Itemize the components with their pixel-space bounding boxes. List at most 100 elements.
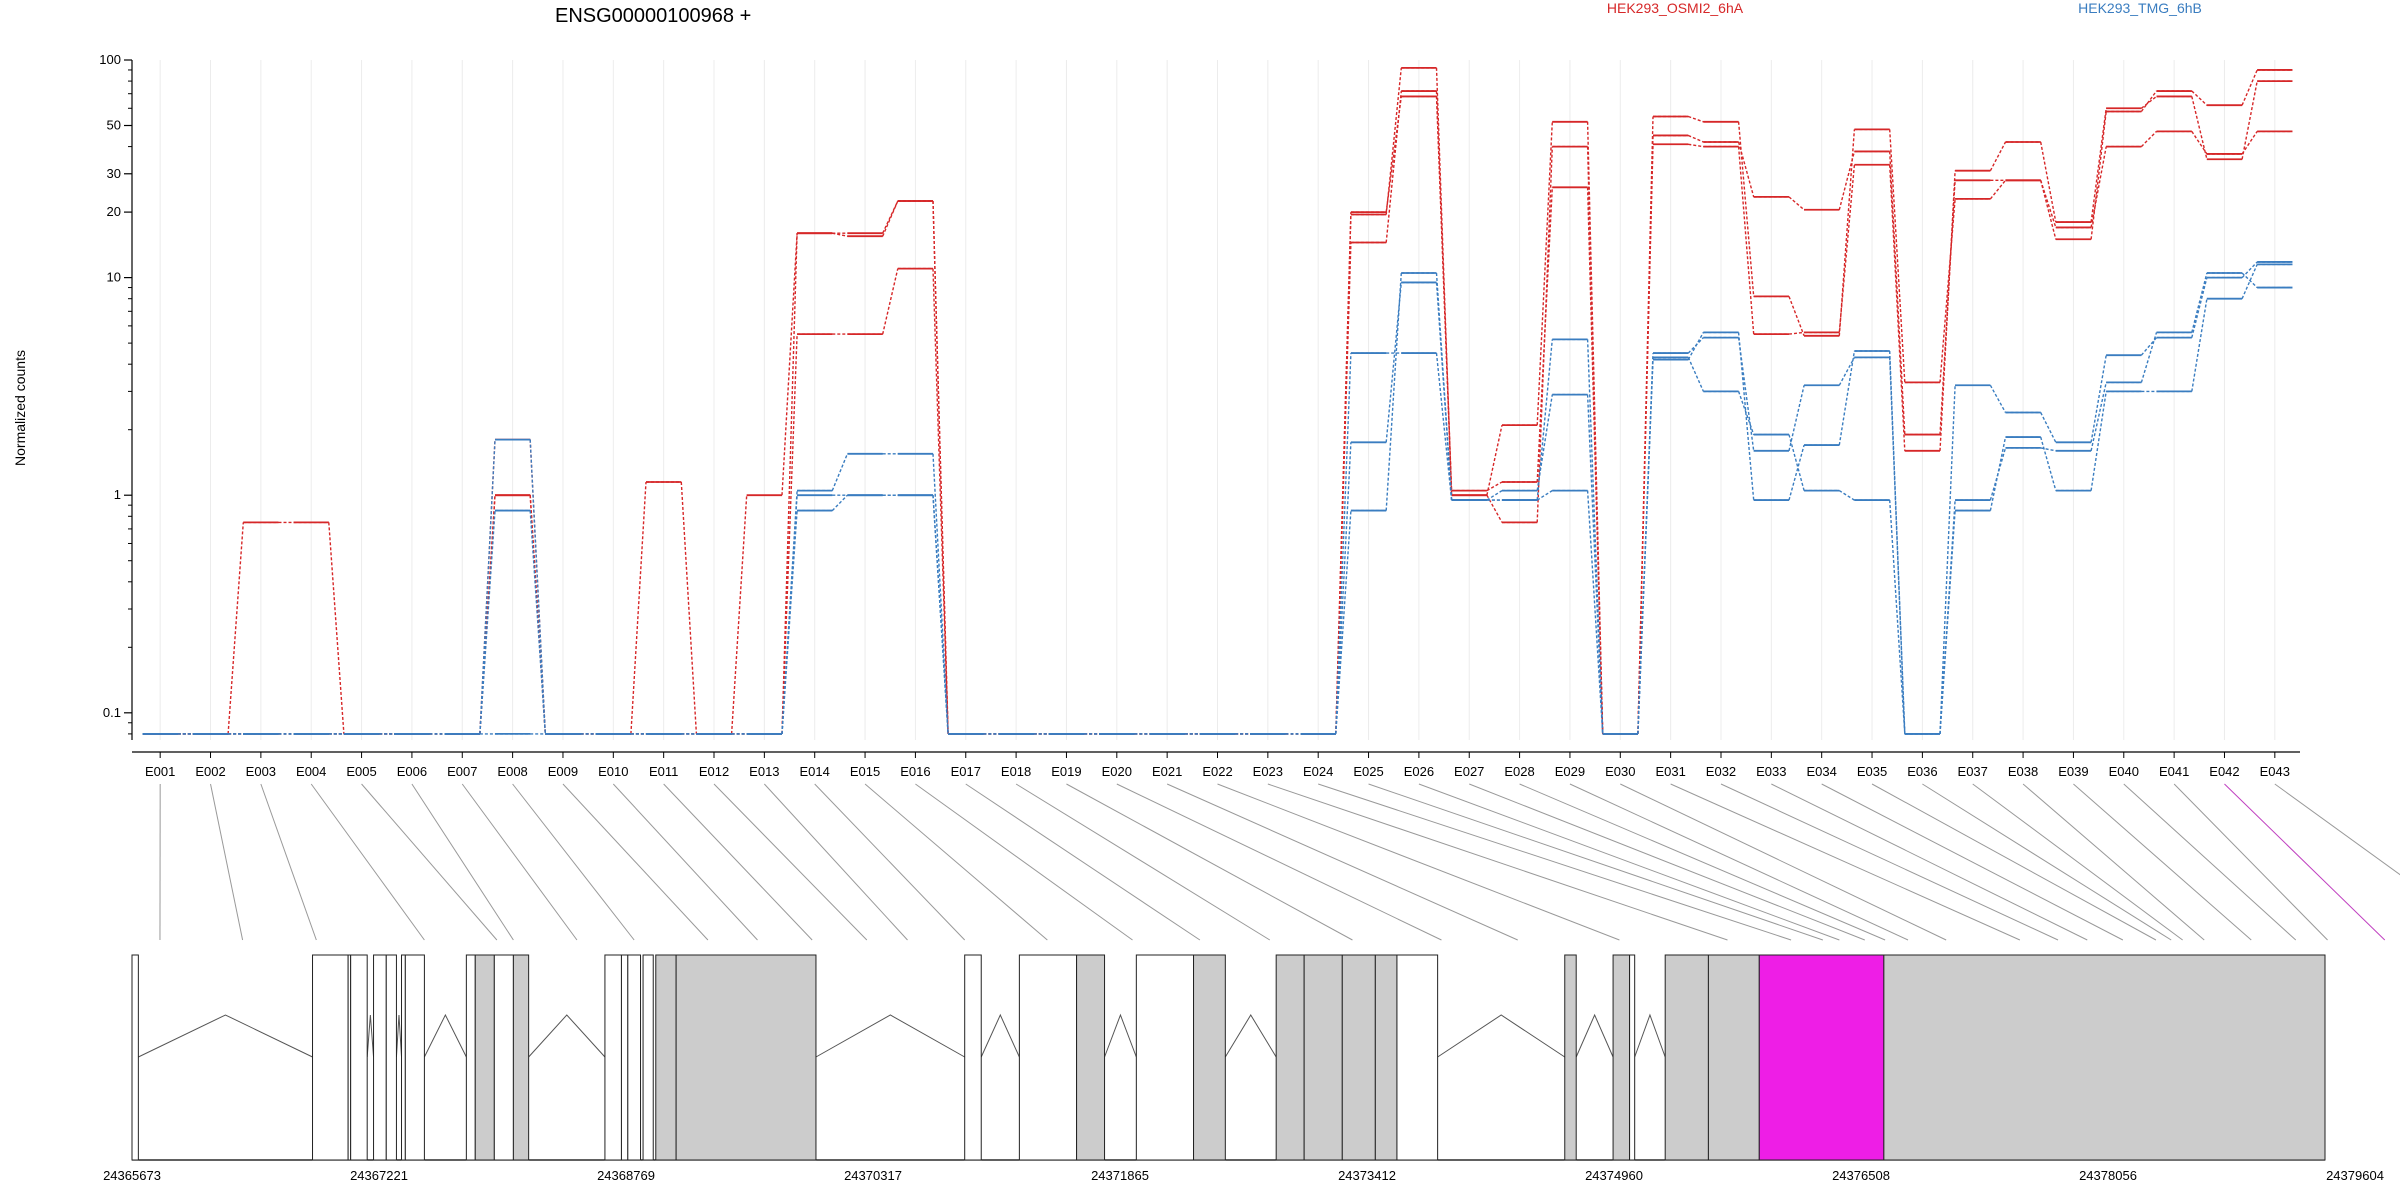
exon-block	[655, 954, 677, 1161]
exon-label: E041	[2159, 764, 2189, 779]
exon-label: E030	[1605, 764, 1635, 779]
exon-connector	[1569, 783, 1909, 941]
chart-title: ENSG00000100968 +	[555, 5, 751, 27]
exon-label: E022	[1202, 764, 1232, 779]
exon-block	[604, 954, 622, 1161]
exon-block	[1883, 954, 2326, 1161]
exon-connector	[2123, 783, 2297, 941]
exon-block	[964, 954, 982, 1161]
exon-block	[1629, 954, 1636, 1161]
intron-line	[815, 1014, 965, 1058]
coordinate-label: 24370317	[844, 1168, 902, 1183]
coordinate-label: 24373412	[1338, 1168, 1396, 1183]
exon-connector	[763, 783, 908, 941]
exon-block	[404, 954, 425, 1161]
exon-label: E032	[1706, 764, 1736, 779]
exon-connector	[2224, 783, 2386, 941]
y-tick-label: 50	[107, 118, 121, 133]
exon-label: E004	[296, 764, 326, 779]
exon-connector	[965, 783, 1201, 941]
exon-block	[1303, 954, 1343, 1161]
plot-gridlines	[159, 60, 2276, 740]
exon-block	[1564, 954, 1577, 1161]
exon-connector	[1720, 783, 2059, 941]
exon-connector	[1318, 783, 1792, 941]
exon-label: E037	[1958, 764, 1988, 779]
exon-connector	[915, 783, 1133, 941]
exon-label: E012	[699, 764, 729, 779]
exon-connector	[260, 783, 317, 941]
coordinate-label: 24365673	[103, 1168, 161, 1183]
exon-block	[465, 954, 476, 1161]
exon-connector	[1972, 783, 2183, 941]
intron-line	[980, 1013, 1020, 1058]
exon-connector	[2073, 783, 2252, 941]
y-axis-label: Normalized counts	[12, 350, 28, 466]
y-tick-label: 100	[99, 52, 121, 67]
exon-label: E036	[1907, 764, 1937, 779]
exon-block	[350, 954, 368, 1161]
exon-label: E008	[497, 764, 527, 779]
exon-block	[474, 954, 495, 1161]
exon-label: E010	[598, 764, 628, 779]
exon-block	[1758, 954, 1885, 1161]
exon-label: E027	[1454, 764, 1484, 779]
exon-label: E040	[2109, 764, 2139, 779]
exon-label: E007	[447, 764, 477, 779]
exon-connector	[411, 783, 514, 941]
y-tick-label: 30	[107, 166, 121, 181]
coordinate-label: 24368769	[597, 1168, 655, 1183]
exon-block	[1275, 954, 1305, 1161]
exon-block	[131, 954, 139, 1161]
exon-label: E016	[900, 764, 930, 779]
coordinate-label: 24378056	[2079, 1168, 2137, 1183]
exon-label: E014	[800, 764, 830, 779]
exon-connector	[2274, 783, 2400, 876]
exon-block	[1664, 954, 1709, 1161]
legend-entry-tmg: HEK293_TMG_6hB	[2078, 0, 2202, 16]
exon-connector	[713, 783, 868, 941]
exon-connector	[1871, 783, 2157, 941]
intron-line	[366, 1014, 375, 1058]
legend-entry-osmi2: HEK293_OSMI2_6hA	[1607, 0, 1744, 16]
exon-connector	[1771, 783, 2088, 941]
plot-axes: 0.1 1 10 20 30 50 100	[99, 52, 2300, 753]
intron-line	[138, 1014, 313, 1058]
exon-connector	[612, 783, 758, 941]
exon-connector	[1821, 783, 2124, 941]
exon-connector	[1166, 783, 1518, 941]
exon-connector	[562, 783, 709, 941]
exon-label: E038	[2008, 764, 2038, 779]
exon-label: E013	[749, 764, 779, 779]
exon-connector	[1217, 783, 1620, 941]
intron-line	[1104, 1013, 1137, 1058]
coordinate-label: 24379604	[2326, 1168, 2384, 1183]
exon-block	[1193, 954, 1226, 1161]
exon-connector	[1670, 783, 2021, 941]
intron-line	[1437, 1014, 1566, 1058]
exon-block	[1707, 954, 1760, 1161]
exon-connector	[1015, 783, 1271, 941]
exon-label: E001	[145, 764, 175, 779]
exon-label: E021	[1152, 764, 1182, 779]
exon-label: E035	[1857, 764, 1887, 779]
exon-connector	[1368, 783, 1823, 941]
exon-label: E039	[2058, 764, 2088, 779]
exon-connector	[1469, 783, 1865, 941]
coordinate-label: 24376508	[1832, 1168, 1890, 1183]
exon-connector	[361, 783, 498, 941]
exon-connector	[1519, 783, 1886, 941]
exon-connector	[1267, 783, 1728, 941]
genomic-coordinates: 24365673 24367221 24368769 24370317 24371865…	[103, 1168, 2384, 1183]
exon-label: E023	[1253, 764, 1283, 779]
exon-block	[1135, 954, 1195, 1161]
series-lines	[142, 66, 2293, 735]
exon-label: E015	[850, 764, 880, 779]
exon-label: E025	[1353, 764, 1383, 779]
y-tick-label: 10	[107, 270, 121, 285]
exon-label: E026	[1404, 764, 1434, 779]
exon-block	[493, 954, 514, 1161]
exon-connector	[461, 783, 578, 941]
exon-connector	[663, 783, 813, 941]
